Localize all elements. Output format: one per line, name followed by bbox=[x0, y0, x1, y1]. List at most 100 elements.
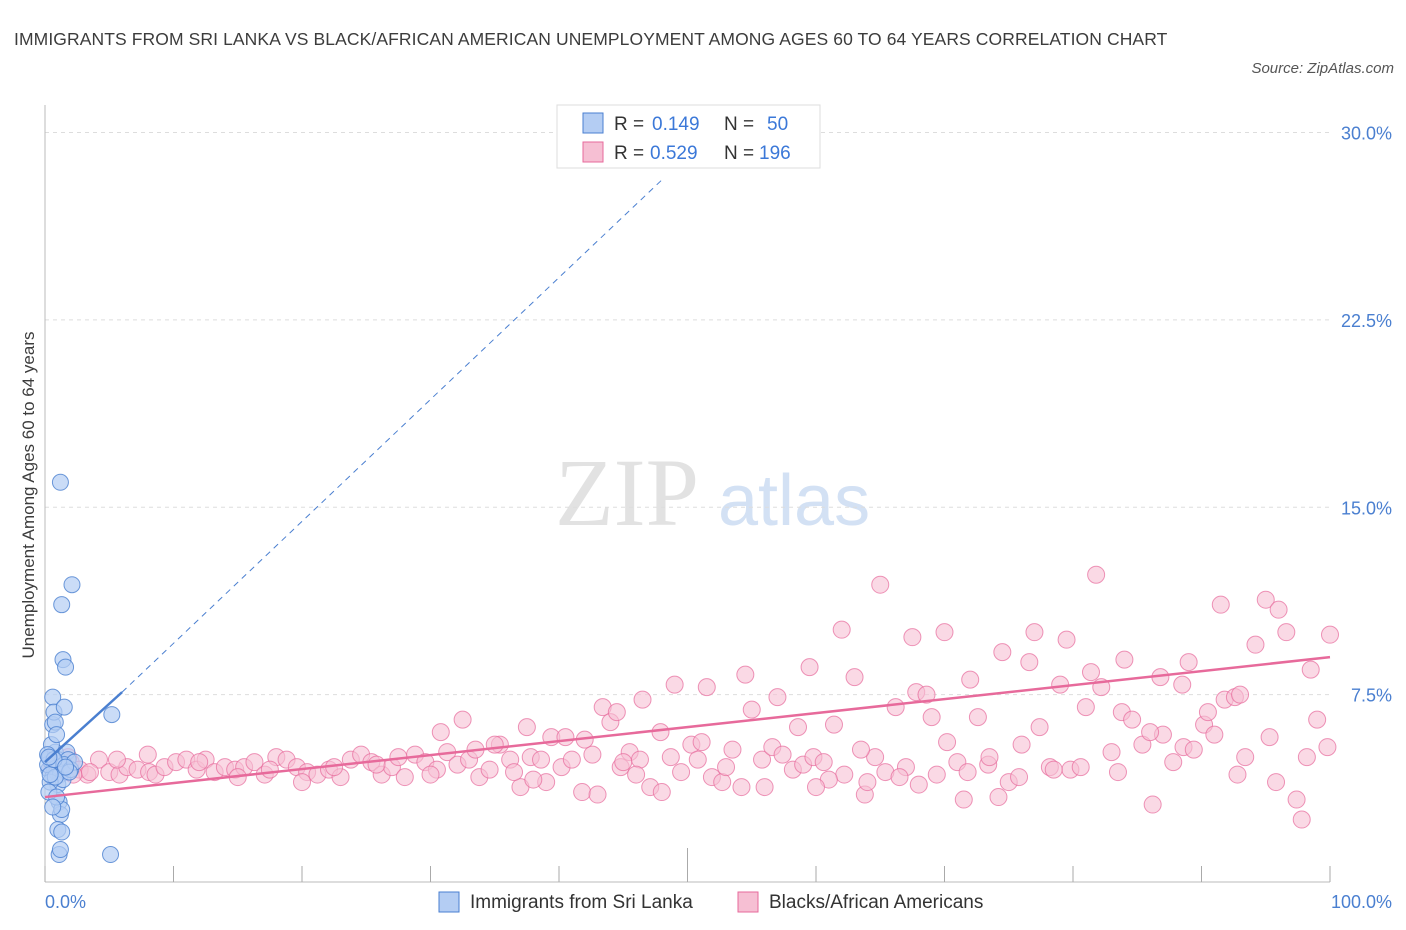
black-point-193 bbox=[768, 688, 787, 707]
black-point-187 bbox=[556, 728, 575, 747]
black-point-5 bbox=[89, 750, 108, 769]
black-point-194 bbox=[800, 658, 819, 677]
black-point-152 bbox=[890, 768, 909, 787]
black-point-132 bbox=[107, 750, 126, 769]
x-tick-label-0: 0.0% bbox=[45, 892, 86, 912]
black-point-161 bbox=[1173, 675, 1192, 694]
black-point-163 bbox=[1228, 765, 1247, 784]
black-point-169 bbox=[903, 628, 922, 647]
black-point-159 bbox=[1108, 763, 1127, 782]
black-point-51 bbox=[562, 750, 581, 769]
sri-lanka-point-43 bbox=[102, 846, 120, 864]
black-point-146 bbox=[688, 750, 707, 769]
black-point-172 bbox=[993, 643, 1012, 662]
black-point-120 bbox=[1267, 773, 1286, 792]
black-point-188 bbox=[607, 703, 626, 722]
sri-lanka-point-24 bbox=[51, 841, 69, 859]
black-point-183 bbox=[431, 723, 450, 742]
black-point-186 bbox=[517, 718, 536, 737]
black-point-179 bbox=[1211, 595, 1230, 614]
black-point-90 bbox=[958, 763, 977, 782]
legend-r-label-2: R = bbox=[614, 143, 644, 164]
black-point-67 bbox=[723, 740, 742, 759]
bottom-legend-swatch-blue bbox=[438, 891, 460, 913]
black-point-121 bbox=[1277, 623, 1296, 642]
legend-r-value-2: 0.529 bbox=[650, 143, 698, 164]
black-point-81 bbox=[866, 748, 885, 767]
x-tick-label-100: 100.0% bbox=[1331, 892, 1392, 912]
black-point-157 bbox=[1044, 760, 1063, 779]
sri-lanka-point-44 bbox=[103, 706, 121, 724]
black-point-165 bbox=[1292, 810, 1311, 829]
black-point-72 bbox=[773, 745, 792, 764]
black-point-53 bbox=[583, 745, 602, 764]
black-point-198 bbox=[858, 773, 877, 792]
black-point-88 bbox=[938, 733, 957, 752]
black-point-173 bbox=[1025, 623, 1044, 642]
sri-lanka-point-30 bbox=[55, 698, 73, 716]
legend: R = 0.149 N = 50 R = 0.529 N = 196 bbox=[556, 104, 821, 169]
black-point-158 bbox=[1076, 698, 1095, 717]
black-point-95 bbox=[1010, 768, 1029, 787]
legend-r-value-1: 0.149 bbox=[652, 114, 700, 135]
black-point-93 bbox=[989, 788, 1008, 807]
legend-r-label-1: R = bbox=[614, 114, 644, 135]
y-tick-labels: 7.5% 15.0% 22.5% 30.0% bbox=[1341, 124, 1392, 706]
black-point-78 bbox=[835, 765, 854, 784]
legend-swatch-blue bbox=[582, 112, 604, 134]
black-point-114 bbox=[1205, 725, 1224, 744]
black-point-66 bbox=[713, 773, 732, 792]
black-trend-line bbox=[44, 655, 1331, 799]
black-point-136 bbox=[260, 760, 279, 779]
sri-lanka-point-37 bbox=[44, 798, 62, 816]
black-point-182 bbox=[1301, 660, 1320, 679]
black-point-69 bbox=[742, 700, 761, 719]
black-point-62 bbox=[672, 763, 691, 782]
sri-lanka-point-29 bbox=[57, 658, 75, 676]
black-point-139 bbox=[421, 765, 440, 784]
series-immigrants-sri-lanka bbox=[39, 473, 121, 864]
sri-lanka-trend-line bbox=[44, 691, 123, 764]
black-point-129 bbox=[190, 753, 209, 772]
legend-n-label-1: N = bbox=[724, 114, 754, 135]
black-point-122 bbox=[1287, 790, 1306, 809]
black-point-166 bbox=[1321, 625, 1339, 644]
trend-lines bbox=[44, 179, 1331, 799]
black-point-110 bbox=[1164, 753, 1183, 772]
black-point-124 bbox=[1308, 710, 1327, 729]
black-point-58 bbox=[630, 750, 649, 769]
legend-swatch-pink bbox=[582, 141, 604, 163]
sri-lanka-trend-extension bbox=[121, 179, 663, 693]
chart-title: IMMIGRANTS FROM SRI LANKA VS BLACK/AFRIC… bbox=[14, 29, 1168, 49]
black-point-68 bbox=[732, 778, 751, 797]
black-point-52 bbox=[573, 783, 592, 802]
y-axis-label: Unemployment Among Ages 60 to 64 years bbox=[19, 332, 38, 659]
black-point-148 bbox=[755, 778, 774, 797]
black-point-48 bbox=[532, 750, 551, 769]
black-point-60 bbox=[651, 723, 670, 742]
black-point-77 bbox=[824, 715, 843, 734]
black-point-170 bbox=[935, 623, 954, 642]
black-point-190 bbox=[665, 675, 684, 694]
black-point-86 bbox=[917, 685, 936, 704]
black-point-184 bbox=[453, 710, 472, 729]
legend-n-value-1: 50 bbox=[767, 114, 788, 135]
x-tick-labels: 0.0% 100.0% bbox=[45, 892, 1392, 912]
black-point-162 bbox=[1198, 703, 1217, 722]
black-point-181 bbox=[1269, 600, 1288, 619]
black-point-178 bbox=[1179, 653, 1198, 672]
black-point-145 bbox=[652, 783, 671, 802]
black-point-112 bbox=[1184, 740, 1203, 759]
black-point-168 bbox=[871, 575, 890, 594]
black-point-180 bbox=[1231, 685, 1250, 704]
black-point-141 bbox=[505, 763, 524, 782]
black-point-197 bbox=[807, 778, 825, 797]
watermark-zip: ZIP bbox=[555, 439, 699, 546]
watermark-atlas: atlas bbox=[718, 461, 870, 541]
black-point-189 bbox=[633, 690, 652, 709]
black-point-171 bbox=[961, 670, 980, 689]
black-point-174 bbox=[1057, 630, 1076, 649]
y-tick-label-0: 7.5% bbox=[1351, 686, 1392, 706]
black-point-101 bbox=[1071, 758, 1090, 777]
black-point-97 bbox=[1030, 718, 1049, 737]
